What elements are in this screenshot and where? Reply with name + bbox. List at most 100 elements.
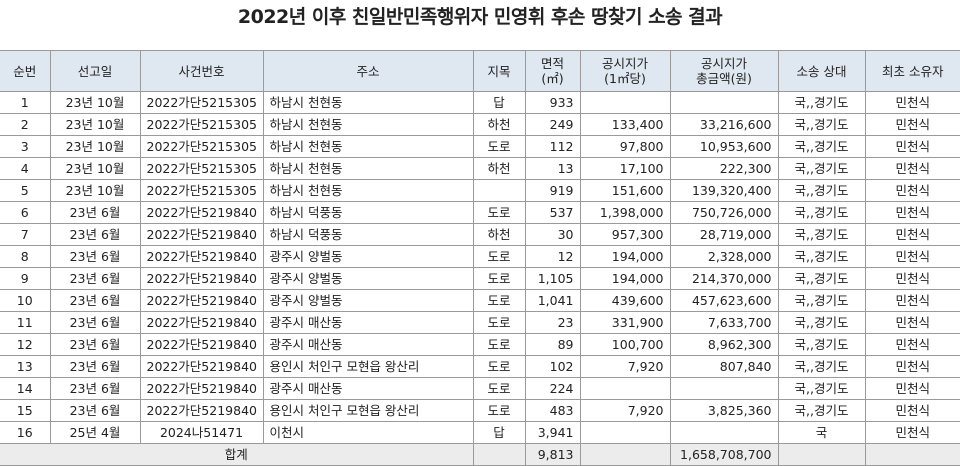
data-row: 8 23년 6월 2022가단5219840 광주시 양벌동 도로 12 194,000 2,… — [0, 245, 960, 268]
data-row: 13 23년 6월 2022가단5219840 용인시 처인구 모현읍 왕산리 도로 10… — [0, 355, 960, 378]
cell: 23년 10월 — [49, 157, 141, 180]
cell: 광주시 매산동 — [262, 333, 474, 356]
title: 2022년 이후 친일반민족행위자 민영휘 후손 땅찾기 소송 결과 — [237, 6, 723, 28]
cell: 답 — [472, 421, 526, 444]
cell: 광주시 매산동 — [262, 311, 474, 334]
cell: 국,,경기도 — [777, 245, 866, 268]
cell: 도로 — [472, 399, 526, 422]
cell: 537 — [524, 201, 581, 224]
cell: 2022가단5219840 — [139, 201, 264, 224]
cell: 2022가단5219840 — [139, 333, 264, 356]
cell: 13 — [0, 355, 51, 378]
cell: 답 — [472, 91, 526, 114]
cell: 2022가단5219840 — [139, 245, 264, 268]
data-row: 5 23년 10월 2022가단5215305 하남시 천현동 919 151,600 13… — [0, 179, 960, 202]
cell: 민천식 — [864, 399, 960, 422]
cell: 도로 — [472, 245, 526, 268]
cell: 11 — [0, 311, 51, 334]
cell — [669, 91, 779, 114]
cell: 12 — [524, 245, 581, 268]
header-cell: 사건번호 — [139, 50, 264, 92]
cell: 23 — [524, 311, 581, 334]
cell: 439,600 — [579, 289, 671, 312]
cell: 3,825,360 — [669, 399, 779, 422]
data-row: 4 23년 10월 2022가단5215305 하남시 천현동 하천 13 17,100 22… — [0, 157, 960, 180]
cell: 1,105 — [524, 267, 581, 290]
cell: 2022가단5219840 — [139, 377, 264, 400]
cell: 214,370,000 — [669, 267, 779, 290]
cell: 23년 10월 — [49, 91, 141, 114]
cell — [777, 443, 866, 466]
cell: 89 — [524, 333, 581, 356]
cell: 7 — [0, 223, 51, 246]
header-text: 지목 — [487, 63, 511, 79]
cell: 2022가단5219840 — [139, 311, 264, 334]
cell: 112 — [524, 135, 581, 158]
cell: 8,962,300 — [669, 333, 779, 356]
header-cell: 순번 — [0, 50, 51, 92]
cell — [669, 421, 779, 444]
result-table: 순번 선고일 사건번호 주소 지목 면적 (㎡) 공시지가 (1㎡당) 공시지가 총금액(원) 소송 … — [0, 50, 960, 466]
cell: 민천식 — [864, 333, 960, 356]
cell: 33,216,600 — [669, 113, 779, 136]
cell: 23년 6월 — [49, 377, 141, 400]
data-row: 11 23년 6월 2022가단5219840 광주시 매산동 도로 23 331,900 7… — [0, 311, 960, 334]
cell: 1,398,000 — [579, 201, 671, 224]
cell: 23년 10월 — [49, 179, 141, 202]
header-text: 총금액(원) — [696, 71, 752, 86]
cell: 457,623,600 — [669, 289, 779, 312]
cell: 151,600 — [579, 179, 671, 202]
cell: 도로 — [472, 377, 526, 400]
cell: 도로 — [472, 135, 526, 158]
cell: 100,700 — [579, 333, 671, 356]
cell — [864, 443, 960, 466]
total-area: 9,813 — [524, 443, 581, 466]
header-cell: 공시지가 총금액(원) — [669, 50, 779, 92]
header-text: 공시지가 — [601, 56, 648, 71]
cell: 2022가단5215305 — [139, 91, 264, 114]
cell: 15 — [0, 399, 51, 422]
cell: 국,,경기도 — [777, 399, 866, 422]
cell: 2,328,000 — [669, 245, 779, 268]
cell: 102 — [524, 355, 581, 378]
cell: 3 — [0, 135, 51, 158]
header-text: 순번 — [13, 63, 37, 79]
cell: 민천식 — [864, 421, 960, 444]
cell: 23년 6월 — [49, 267, 141, 290]
cell: 국,,경기도 — [777, 135, 866, 158]
cell: 4 — [0, 157, 51, 180]
cell: 807,840 — [669, 355, 779, 378]
cell: 7,920 — [579, 399, 671, 422]
cell: 광주시 양벌동 — [262, 245, 474, 268]
cell: 25년 4월 — [49, 421, 141, 444]
cell: 14 — [0, 377, 51, 400]
header-text: (1㎡당) — [604, 71, 646, 86]
data-row: 3 23년 10월 2022가단5215305 하남시 천현동 도로 112 97,800 1… — [0, 135, 960, 158]
table-body: 1 23년 10월 2022가단5215305 하남시 천현동 답 933 국,,경기도 민천… — [0, 91, 960, 466]
cell: 국,,경기도 — [777, 377, 866, 400]
cell: 국,,경기도 — [777, 113, 866, 136]
cell: 민천식 — [864, 289, 960, 312]
cell: 민천식 — [864, 113, 960, 136]
header-cell: 공시지가 (1㎡당) — [579, 50, 671, 92]
header-text: 사건번호 — [178, 63, 225, 79]
cell: 광주시 양벌동 — [262, 267, 474, 290]
data-row: 2 23년 10월 2022가단5215305 하남시 천현동 하천 249 133,400… — [0, 113, 960, 136]
cell: 2022가단5219840 — [139, 399, 264, 422]
cell: 331,900 — [579, 311, 671, 334]
header-cell: 소송 상대 — [777, 50, 866, 92]
cell: 2022가단5215305 — [139, 113, 264, 136]
cell: 용인시 처인구 모현읍 왕산리 — [262, 355, 474, 378]
cell: 133,400 — [579, 113, 671, 136]
cell: 민천식 — [864, 179, 960, 202]
header-text: 면적 — [540, 56, 564, 71]
data-row: 1 23년 10월 2022가단5215305 하남시 천현동 답 933 국,,경기도 민천… — [0, 91, 960, 114]
cell: 3,941 — [524, 421, 581, 444]
cell: 10 — [0, 289, 51, 312]
data-row: 9 23년 6월 2022가단5219840 광주시 양벌동 도로 1,105 194,00… — [0, 267, 960, 290]
cell: 하남시 천현동 — [262, 91, 474, 114]
cell: 2022가단5219840 — [139, 267, 264, 290]
cell — [472, 443, 526, 466]
cell: 97,800 — [579, 135, 671, 158]
